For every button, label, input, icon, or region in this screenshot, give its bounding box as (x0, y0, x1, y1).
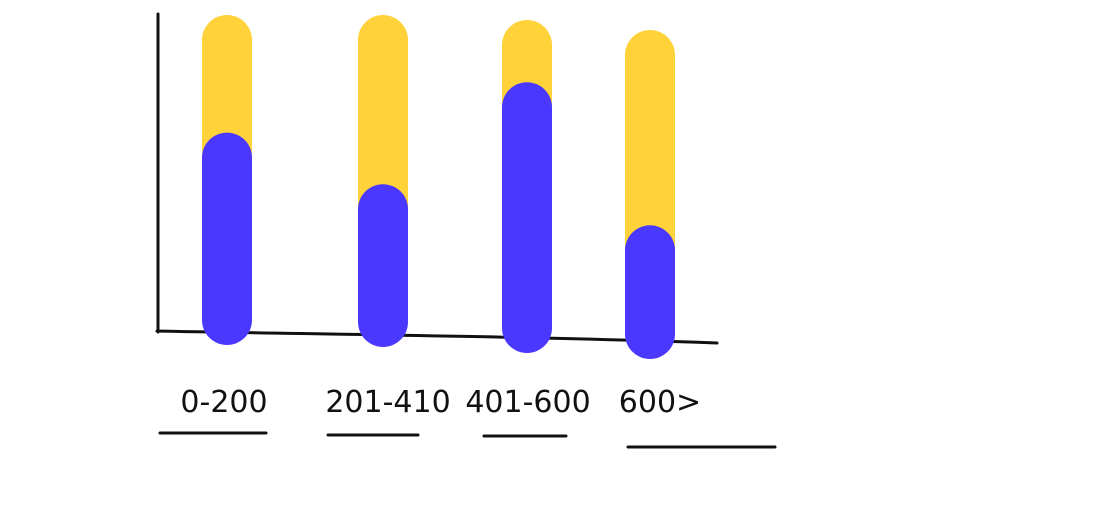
bars-group (227, 40, 650, 334)
x-tick-labels: 0-200 201-410 401-600 600> (160, 385, 775, 447)
x-tick-label: 201-410 (325, 385, 450, 420)
x-tick-label: 0-200 (180, 385, 267, 420)
x-tick-label: 600> (619, 385, 701, 420)
x-tick-label: 401-600 (465, 385, 590, 420)
